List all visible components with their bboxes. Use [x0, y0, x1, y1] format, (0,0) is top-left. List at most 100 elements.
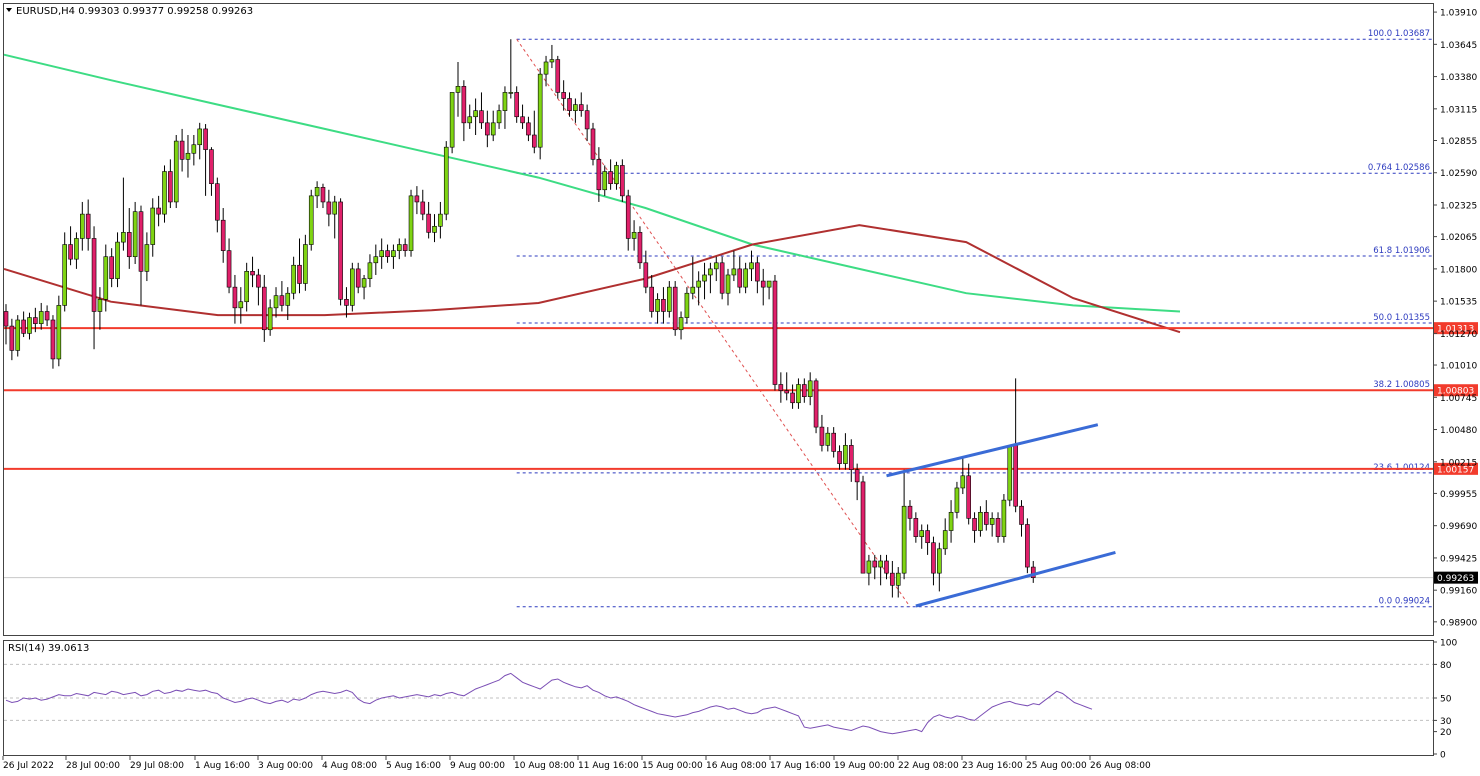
bear-candle	[995, 518, 1001, 537]
bull-candle	[103, 256, 109, 300]
fib-trend-line[interactable]	[516, 38, 911, 608]
bull-candle	[273, 295, 279, 309]
time-tick-label: 10 Aug 08:00	[514, 761, 575, 771]
bull-candle	[38, 311, 44, 324]
bull-candle	[438, 213, 443, 227]
bull-candle	[749, 262, 754, 270]
bull-candle	[267, 307, 273, 331]
bull-candle	[144, 244, 150, 272]
rsi-tick-label: 30	[1440, 717, 1452, 727]
fib-level-label: 0.0 0.99024	[1379, 597, 1430, 607]
bull-candle	[866, 560, 872, 574]
channel-lower-line[interactable]	[915, 551, 1116, 608]
horizontal-levels[interactable]: 1.01313 1.00803 1.00157 0.99263	[4, 322, 1478, 584]
bull-candle	[807, 380, 813, 397]
bear-candle	[414, 195, 420, 203]
price-tick-label: 1.03380	[1440, 73, 1477, 83]
bull-candle	[238, 301, 244, 309]
bull-candle	[291, 264, 296, 294]
bull-candle	[285, 292, 291, 306]
fib-level-label: 50.0 1.01355	[1373, 313, 1430, 323]
bear-candle	[1019, 505, 1024, 525]
bear-candle	[209, 149, 214, 184]
price-tick-label: 1.02065	[1440, 233, 1477, 243]
time-tick-label: 23 Aug 16:00	[962, 761, 1023, 771]
bull-candle	[443, 146, 449, 215]
bear-candle	[479, 110, 484, 124]
bear-candle	[232, 286, 238, 309]
bull-candle	[244, 271, 249, 303]
channel-upper-line[interactable]	[886, 423, 1099, 478]
rsi-tick-label: 50	[1440, 695, 1452, 705]
bull-candle	[960, 475, 966, 489]
time-tick-label: 5 Aug 16:00	[386, 761, 441, 771]
price-tick-label: 1.03115	[1440, 105, 1477, 115]
bull-candle	[408, 195, 414, 251]
bear-candle	[91, 238, 97, 312]
current-price-tag	[1434, 571, 1478, 584]
bear-candle	[890, 572, 895, 586]
price-tick-label: 1.01010	[1440, 362, 1477, 372]
bull-candle	[655, 299, 660, 312]
bear-candle	[33, 317, 38, 324]
bear-candle	[649, 286, 655, 312]
bull-candle	[901, 505, 907, 574]
bull-candle	[97, 299, 103, 312]
bull-candle	[132, 211, 138, 258]
bear-candle	[261, 286, 267, 331]
price-tick-label: 0.99425	[1440, 554, 1477, 564]
bull-candle	[432, 225, 437, 233]
bear-candle	[250, 271, 255, 276]
bear-candle	[526, 122, 531, 136]
bear-candle	[837, 451, 842, 464]
time-tick-label: 25 Aug 00:00	[1026, 761, 1087, 771]
price-tick-label: 1.01800	[1440, 265, 1477, 275]
main-chart-frame	[3, 3, 1434, 636]
bull-candle	[373, 256, 379, 264]
price-tick-label: 1.01535	[1440, 298, 1477, 308]
bull-candle	[743, 268, 748, 288]
bull-candle	[308, 195, 314, 245]
time-tick-label: 15 Aug 00:00	[642, 761, 703, 771]
bear-candle	[1013, 445, 1018, 507]
bull-candle	[173, 140, 179, 203]
bear-candle	[3, 311, 9, 327]
bear-candle	[802, 384, 807, 397]
time-tick-label: 11 Aug 16:00	[578, 761, 639, 771]
bear-candle	[596, 159, 602, 191]
bull-candle	[702, 274, 707, 282]
collapse-triangle-icon[interactable]	[6, 8, 12, 12]
bull-candle	[573, 104, 578, 111]
bull-candle	[332, 201, 338, 215]
bear-candle	[983, 511, 989, 525]
bull-candle	[713, 262, 719, 270]
bull-candle	[843, 445, 848, 464]
bull-candle	[150, 207, 156, 245]
bear-candle	[819, 426, 825, 446]
time-tick-label: 19 Aug 00:00	[834, 761, 895, 771]
bull-candle	[391, 250, 396, 258]
bear-candle	[784, 390, 790, 394]
price-tick-label: 0.98900	[1440, 618, 1477, 628]
price-tick-label: 0.99955	[1440, 490, 1477, 500]
bear-candle	[737, 268, 743, 288]
bear-candle	[320, 187, 326, 203]
bull-candle	[537, 73, 543, 148]
bear-candle	[21, 319, 26, 334]
time-tick-label: 26 Aug 08:00	[1090, 761, 1151, 771]
bear-candle	[109, 256, 114, 279]
bear-candle	[913, 518, 919, 537]
bear-candle	[297, 264, 302, 284]
rsi-tick-label: 100	[1440, 639, 1457, 649]
bear-candle	[872, 560, 878, 568]
bull-candle	[954, 487, 960, 513]
fib-level-label: 100.0 1.03687	[1368, 29, 1430, 39]
bear-candle	[972, 518, 977, 531]
bear-candle	[578, 104, 584, 111]
rising-channel[interactable]	[886, 423, 1116, 608]
bull-candle	[543, 61, 549, 75]
bull-candle	[62, 244, 68, 306]
bear-candle	[279, 295, 285, 306]
